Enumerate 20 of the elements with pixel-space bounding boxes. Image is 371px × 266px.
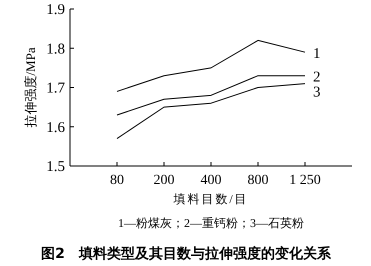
x-tick-label: 1 250 [289,173,321,188]
x-axis-title: 填料目数/目 [172,192,249,206]
x-tick-label: 200 [154,173,174,188]
line-series [116,40,306,92]
x-tick-label: 80 [110,173,124,188]
y-tick-label: 1.6 [46,120,66,136]
line-series [116,83,306,140]
text: 1—粉煤灰；2—重钙粉；3—石英粉 [118,216,304,230]
y-axis-title: 拉伸强度/MPa [23,47,38,128]
x-tick-label: 400 [200,173,222,188]
y-tick-label: 1.7 [46,80,66,96]
y-tick-label: 1.5 [46,159,65,175]
text: 图2 填料类型及其目数与拉伸强度的变化关系 [41,245,332,262]
series-label: 1 [313,46,320,62]
series-label: 3 [313,84,320,101]
line-series [116,75,306,116]
x-tick-label: 800 [248,173,268,188]
series-label: 2 [313,70,320,86]
y-tick-label: 1.9 [46,2,65,18]
y-tick-label: 1.8 [46,41,65,58]
